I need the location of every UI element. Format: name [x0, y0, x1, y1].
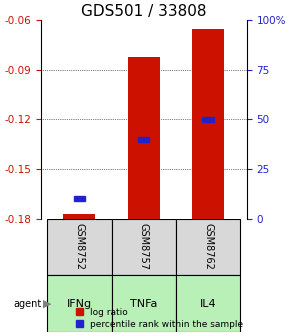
Text: GSM8752: GSM8752	[74, 223, 84, 270]
FancyBboxPatch shape	[112, 218, 176, 275]
Legend: log ratio, percentile rank within the sample: log ratio, percentile rank within the sa…	[73, 305, 246, 332]
FancyBboxPatch shape	[176, 218, 240, 275]
Bar	[202, 117, 214, 122]
Text: ▶: ▶	[43, 298, 52, 308]
Bar	[74, 196, 85, 201]
Bar	[192, 29, 224, 218]
Bar	[63, 214, 95, 218]
Text: agent: agent	[14, 298, 42, 308]
Title: GDS501 / 33808: GDS501 / 33808	[81, 4, 206, 19]
Text: GSM8762: GSM8762	[203, 223, 213, 270]
Text: TNFa: TNFa	[130, 298, 157, 308]
FancyBboxPatch shape	[112, 275, 176, 332]
FancyBboxPatch shape	[47, 275, 112, 332]
Text: GSM8757: GSM8757	[139, 223, 149, 270]
Text: IFNg: IFNg	[67, 298, 92, 308]
Bar	[128, 57, 160, 218]
Bar	[138, 137, 149, 142]
FancyBboxPatch shape	[47, 218, 112, 275]
FancyBboxPatch shape	[176, 275, 240, 332]
Text: IL4: IL4	[200, 298, 216, 308]
